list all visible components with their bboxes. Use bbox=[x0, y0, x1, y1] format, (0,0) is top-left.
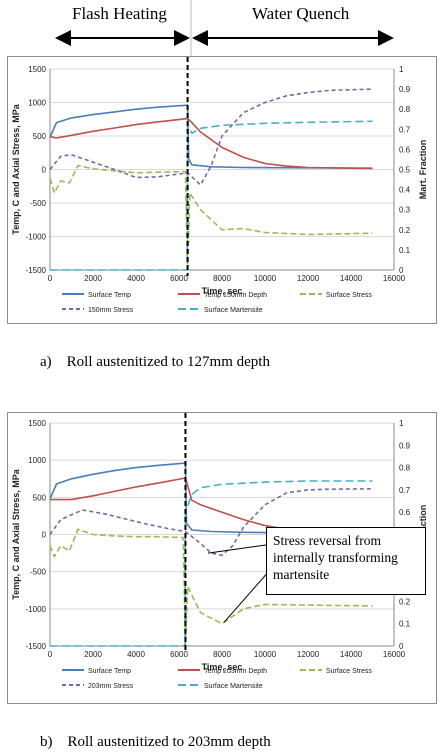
y2-tick-label: 0 bbox=[399, 642, 404, 651]
y-tick-label: -1000 bbox=[26, 233, 47, 242]
x-tick-label: 2000 bbox=[84, 274, 102, 283]
legend-label-4: Surface Martensite bbox=[204, 683, 263, 690]
x-tick-label: 2000 bbox=[84, 650, 102, 659]
y2-tick-label: 0.2 bbox=[399, 226, 411, 235]
x-tick-label: 0 bbox=[48, 274, 53, 283]
x-tick-label: 14000 bbox=[340, 274, 363, 283]
x-tick-label: 4000 bbox=[127, 274, 145, 283]
y-axis-title: Temp, C and Axial Stress, MPa bbox=[11, 468, 21, 600]
y2-axis-title: Mart. Fraction bbox=[418, 140, 428, 200]
phase-arrows bbox=[55, 0, 394, 60]
y2-tick-label: 0.8 bbox=[399, 464, 411, 473]
legend-label-1: Temp 203mm Depth bbox=[204, 668, 267, 675]
x-tick-label: 10000 bbox=[254, 650, 277, 659]
legend-label-2: Surface Stress bbox=[326, 668, 372, 675]
x-axis-title: Time, sec bbox=[202, 662, 243, 672]
legend-label-1: Temp 150mm Depth bbox=[204, 292, 267, 299]
x-tick-label: 8000 bbox=[213, 274, 231, 283]
x-tick-label: 16000 bbox=[383, 274, 406, 283]
series-line-0 bbox=[49, 104, 373, 169]
y2-tick-label: 0.3 bbox=[399, 206, 411, 215]
y2-tick-label: 0.6 bbox=[399, 508, 411, 517]
y-tick-label: 1500 bbox=[28, 65, 46, 74]
y2-tick-label: 0.5 bbox=[399, 166, 411, 175]
x-tick-label: 12000 bbox=[297, 650, 320, 659]
y-tick-label: -500 bbox=[30, 199, 47, 208]
y-tick-label: 1500 bbox=[28, 419, 46, 428]
series-line-1 bbox=[50, 477, 373, 534]
y2-tick-label: 0.7 bbox=[399, 125, 411, 134]
series-line-2 bbox=[49, 164, 373, 271]
x-tick-label: 16000 bbox=[383, 650, 406, 659]
y-tick-label: -1500 bbox=[26, 642, 47, 651]
y2-tick-label: 0.8 bbox=[399, 105, 411, 114]
legend-label-3: 150mm Stress bbox=[88, 307, 134, 314]
y-tick-label: 1000 bbox=[28, 456, 46, 465]
annotation-stress-reversal: Stress reversal from internally transfor… bbox=[266, 527, 426, 595]
series-line-1 bbox=[49, 117, 373, 170]
annotation-leader-0 bbox=[207, 544, 267, 554]
y2-tick-label: 0.4 bbox=[399, 186, 411, 195]
legend-label-0: Surface Temp bbox=[88, 668, 131, 675]
y-tick-label: -500 bbox=[30, 568, 47, 577]
legend-label-0: Surface Temp bbox=[88, 292, 131, 299]
y2-tick-label: 1 bbox=[399, 65, 404, 74]
series-line-0 bbox=[49, 462, 373, 535]
y-tick-label: 500 bbox=[33, 132, 47, 141]
x-tick-label: 10000 bbox=[254, 274, 277, 283]
y2-tick-label: 0.7 bbox=[399, 486, 411, 495]
legend-label-4: Surface Martensite bbox=[204, 307, 263, 314]
y2-tick-label: 0 bbox=[399, 266, 404, 275]
y2-tick-label: 0.9 bbox=[399, 441, 411, 450]
chart-a: -1500 -1000 -500 0 500 1000 1500 0 0.1 0.2 0.3 0.4 0… bbox=[11, 57, 428, 314]
x-tick-label: 6000 bbox=[170, 274, 188, 283]
phase-label-flash-heating: Flash Heating bbox=[72, 4, 167, 23]
series-line-3 bbox=[49, 88, 373, 186]
y-tick-label: 500 bbox=[33, 493, 47, 502]
legend-label-3: 203mm Stress bbox=[88, 683, 134, 690]
y-tick-label: 0 bbox=[42, 531, 47, 540]
y2-tick-label: 0.6 bbox=[399, 145, 411, 154]
x-tick-label: 0 bbox=[48, 650, 53, 659]
x-axis-title: Time, sec bbox=[202, 286, 243, 296]
y-tick-label: 1000 bbox=[28, 99, 46, 108]
annotation-leader-1 bbox=[223, 569, 271, 623]
y-tick-label: 0 bbox=[42, 166, 47, 175]
y2-tick-label: 0.2 bbox=[399, 597, 411, 606]
series-line-2 bbox=[49, 528, 373, 647]
series-line-3 bbox=[49, 488, 373, 557]
y-tick-label: -1000 bbox=[26, 605, 47, 614]
y2-tick-label: 1 bbox=[399, 419, 404, 428]
x-tick-label: 8000 bbox=[213, 650, 231, 659]
y2-tick-label: 0.9 bbox=[399, 85, 411, 94]
caption-a: a) Roll austenitized to 127mm depth bbox=[40, 354, 270, 370]
chart-panel-a: -1500 -1000 -500 0 500 1000 1500 0 0.1 0.2 0.3 0.4 0… bbox=[7, 56, 437, 324]
x-tick-label: 12000 bbox=[297, 274, 320, 283]
x-tick-label: 14000 bbox=[340, 650, 363, 659]
y-tick-label: -1500 bbox=[26, 266, 47, 275]
x-tick-label: 6000 bbox=[170, 650, 188, 659]
caption-b: b) Roll austenitized to 203mm depth bbox=[40, 734, 271, 750]
legend-label-2: Surface Stress bbox=[326, 292, 372, 299]
series-line-4 bbox=[50, 120, 373, 271]
y-axis-title: Temp, C and Axial Stress, MPa bbox=[11, 103, 21, 235]
x-tick-label: 4000 bbox=[127, 650, 145, 659]
y2-tick-label: 0.1 bbox=[399, 620, 411, 629]
phase-label-water-quench: Water Quench bbox=[252, 4, 350, 23]
y2-tick-label: 0.1 bbox=[399, 246, 411, 255]
